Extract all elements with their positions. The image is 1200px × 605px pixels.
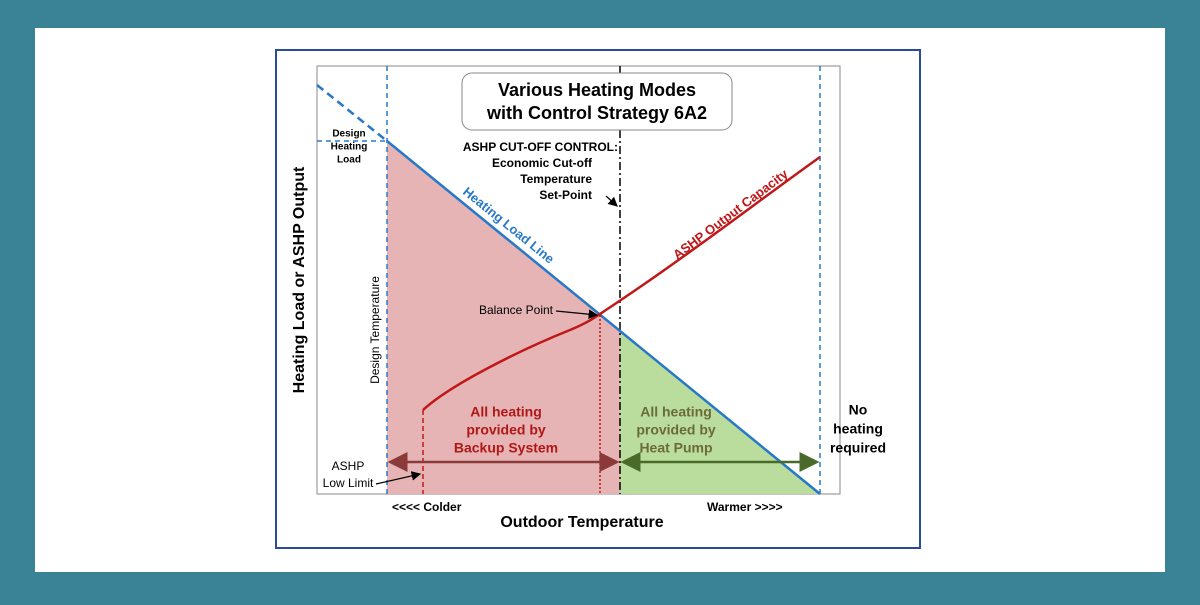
annotation: Heat Pump xyxy=(639,440,712,456)
annotation: Economic Cut-off xyxy=(492,156,593,170)
backup-region xyxy=(387,141,620,494)
cutoff-pointer xyxy=(605,195,618,207)
title: Various Heating Modes xyxy=(498,80,696,100)
load-extension xyxy=(316,84,388,142)
annotation: Temperature xyxy=(520,172,592,186)
heating-load-line xyxy=(386,140,821,495)
annotation: Backup System xyxy=(454,440,558,456)
annotation: Design xyxy=(332,129,365,140)
annotation: Load xyxy=(337,155,361,166)
annotation: All heating xyxy=(640,404,712,420)
balance-pointer xyxy=(555,309,599,319)
x-axis-label: Outdoor Temperature xyxy=(500,514,663,531)
annotation: Low Limit xyxy=(323,476,374,490)
annotation: heating xyxy=(833,421,883,437)
title-box xyxy=(461,72,733,131)
annotation: Balance Point xyxy=(479,303,554,317)
annotation: ASHP xyxy=(332,459,365,473)
annotation: provided by xyxy=(466,422,546,438)
annotation: No xyxy=(849,402,868,418)
x-left-label: <<<< Colder xyxy=(392,500,462,514)
title: with Control Strategy 6A2 xyxy=(486,103,707,123)
annotation: All heating xyxy=(470,404,542,420)
annotation: Set-Point xyxy=(539,188,592,202)
annotation: Design Temperature xyxy=(368,276,382,384)
annotation: required xyxy=(830,440,886,456)
low-limit-pointer xyxy=(375,471,422,485)
ashp-curve xyxy=(422,155,821,411)
annotation: provided by xyxy=(636,422,716,438)
y-axis-label: Heating Load or ASHP Output xyxy=(291,166,308,393)
x-right-label: Warmer >>>> xyxy=(707,500,783,514)
annotation: ASHP CUT-OFF CONTROL: xyxy=(463,140,618,154)
annotation: Heating xyxy=(331,142,368,153)
